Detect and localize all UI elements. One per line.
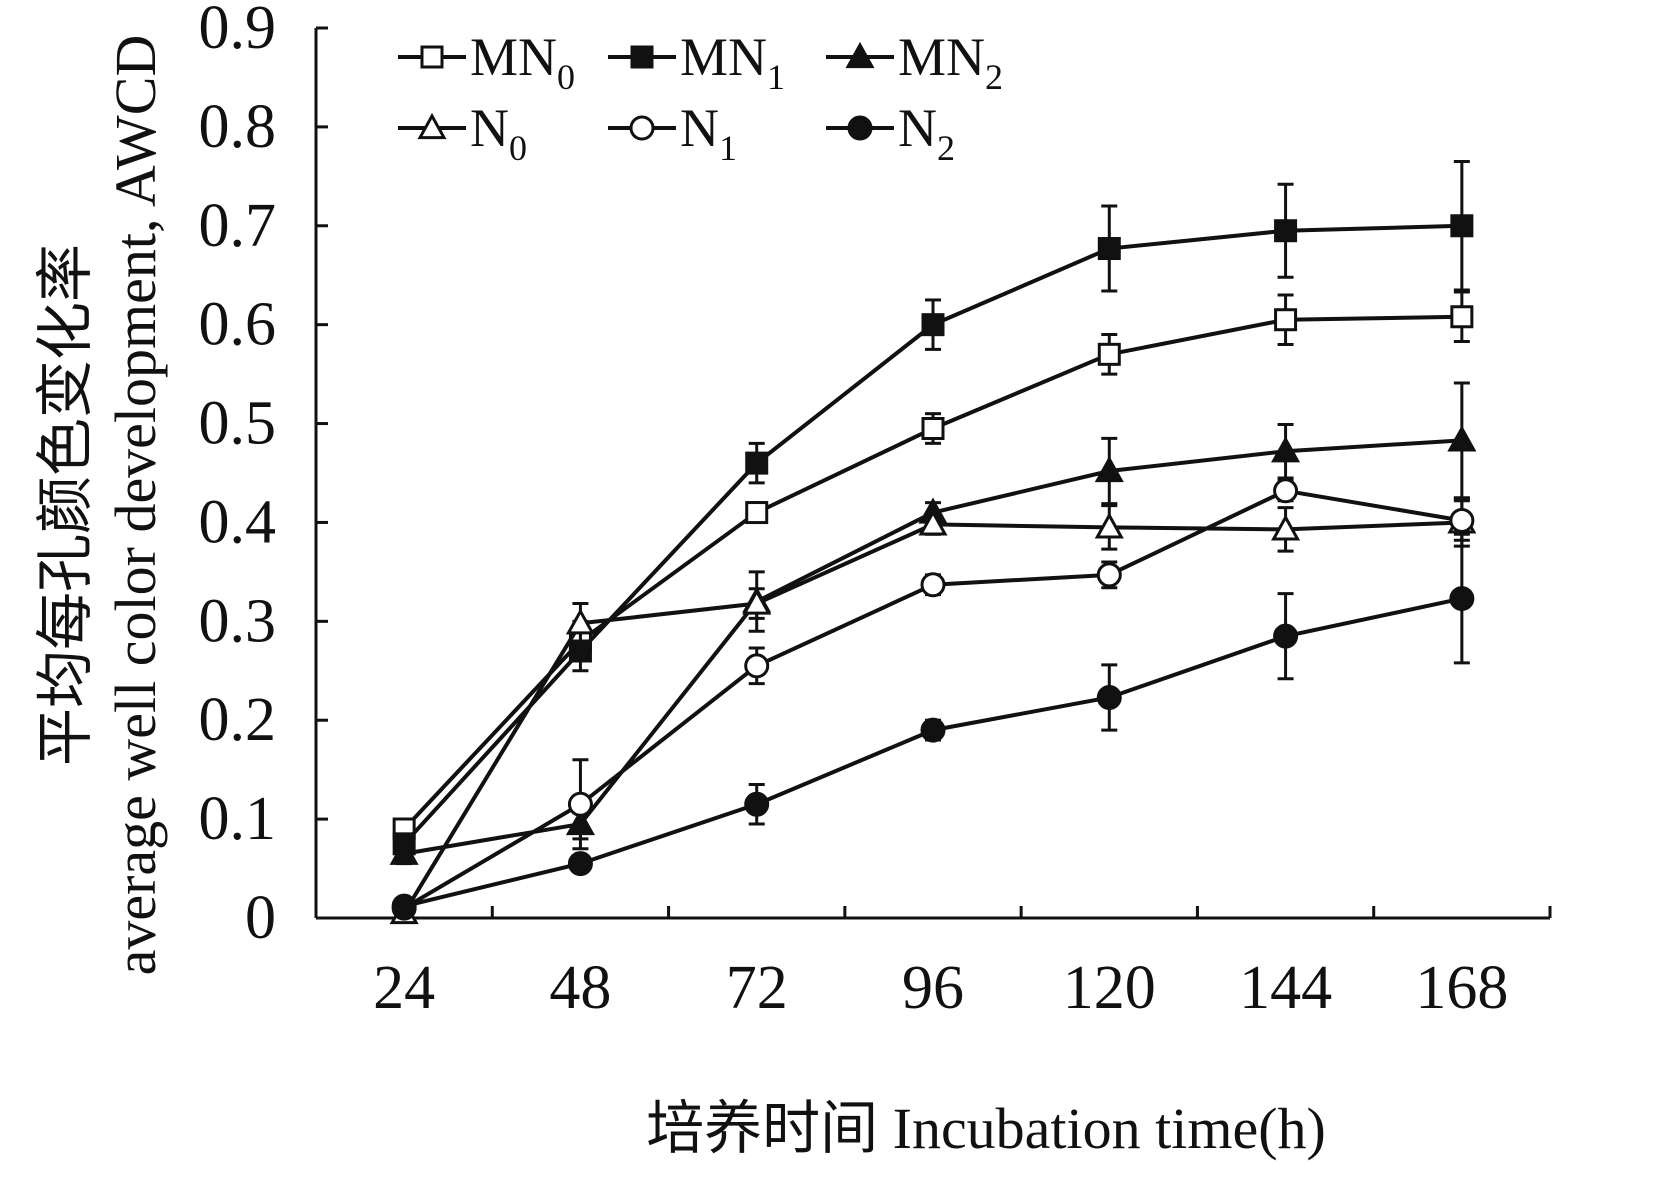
legend-item-mn2: MN2 <box>826 27 1003 97</box>
x-tick-label: 96 <box>902 954 964 1022</box>
legend-item-n0: N0 <box>398 98 527 168</box>
y-tick-label: 0.1 <box>199 785 277 853</box>
data-point <box>1271 436 1301 463</box>
y-tick-label: 0.7 <box>199 192 277 260</box>
legend-item-mn0: MN0 <box>398 27 575 97</box>
data-point <box>1450 214 1474 238</box>
data-point <box>1094 455 1124 483</box>
data-point <box>1449 586 1475 612</box>
legend-label: N0 <box>470 98 527 168</box>
x-tick-label: 48 <box>549 954 611 1022</box>
y-tick-label: 0.9 <box>199 0 277 62</box>
data-point <box>744 791 770 817</box>
data-point <box>921 417 945 440</box>
data-point <box>1271 514 1301 541</box>
data-point <box>391 893 417 919</box>
data-point <box>567 851 593 877</box>
y-tick-label: 0.5 <box>199 390 277 458</box>
y-tick-label: 0.8 <box>199 93 277 161</box>
legend-label-subscript: 1 <box>719 128 737 168</box>
data-point <box>1447 425 1477 452</box>
data-point <box>567 791 593 817</box>
x-tick-label: 72 <box>726 954 788 1022</box>
y-tick-label: 0.6 <box>199 291 277 359</box>
data-point <box>1274 308 1298 332</box>
legend-marker <box>417 112 447 140</box>
legend-label-subscript: 2 <box>937 128 955 168</box>
series-layer <box>389 160 1477 925</box>
x-tick-label: 120 <box>1063 954 1156 1022</box>
y-axis-ticks <box>316 26 328 920</box>
data-point <box>918 509 948 536</box>
data-point <box>920 717 946 743</box>
legend-label-subscript: 2 <box>985 57 1003 97</box>
legend-marker <box>629 115 655 141</box>
y-axis-title-cn: 平均每孔颜色变化率 <box>33 244 98 766</box>
data-point <box>1273 623 1299 649</box>
data-point <box>565 608 595 635</box>
legend-marker <box>845 41 875 69</box>
data-point <box>1096 684 1122 710</box>
legend-marker <box>420 45 444 69</box>
data-point <box>1096 562 1122 588</box>
data-point <box>745 451 769 475</box>
y-tick-label: 0.3 <box>199 587 277 655</box>
x-axis-tick-labels: 24 48 72 96 120 144 168 <box>373 954 1508 1022</box>
axes <box>314 28 1550 920</box>
x-tick-label: 144 <box>1239 954 1332 1022</box>
data-point <box>920 572 946 598</box>
legend-marker <box>630 45 654 69</box>
y-axis-title-en: average well color development, AWCD <box>103 35 168 976</box>
data-point <box>1273 478 1299 504</box>
legend-label-subscript: 0 <box>509 128 527 168</box>
data-point <box>745 501 769 525</box>
data-point <box>1274 219 1298 243</box>
x-axis-title: 培养时间 Incubation time(h) <box>646 1096 1326 1161</box>
data-point <box>1097 237 1121 261</box>
series-n1 <box>391 478 1475 921</box>
data-point <box>389 838 419 865</box>
series-n2 <box>391 532 1475 919</box>
y-axis-title-en-group: average well color development, AWCD <box>103 35 168 976</box>
legend-marker <box>847 115 873 141</box>
data-point <box>921 313 945 337</box>
legend-label-subscript: 1 <box>767 57 785 97</box>
series-mn1 <box>392 160 1474 856</box>
y-axis-title: 平均每孔颜色变化率 <box>33 244 98 766</box>
data-point <box>744 653 770 679</box>
data-point <box>1097 342 1121 366</box>
y-axis-tick-labels: 0 0.1 0.2 0.3 0.4 0.5 0.6 0.7 0.8 0.9 <box>199 0 277 952</box>
x-tick-label: 168 <box>1415 954 1508 1022</box>
data-point <box>1450 305 1474 329</box>
data-point <box>742 588 772 615</box>
data-point <box>1094 512 1124 539</box>
x-tick-label: 24 <box>373 954 435 1022</box>
y-tick-label: 0.2 <box>199 686 277 754</box>
x-axis-ticks <box>314 906 1552 918</box>
y-tick-label: 0.4 <box>199 488 277 556</box>
y-tick-label: 0 <box>245 884 276 952</box>
legend-label-subscript: 0 <box>557 57 575 97</box>
data-point <box>1449 507 1475 533</box>
